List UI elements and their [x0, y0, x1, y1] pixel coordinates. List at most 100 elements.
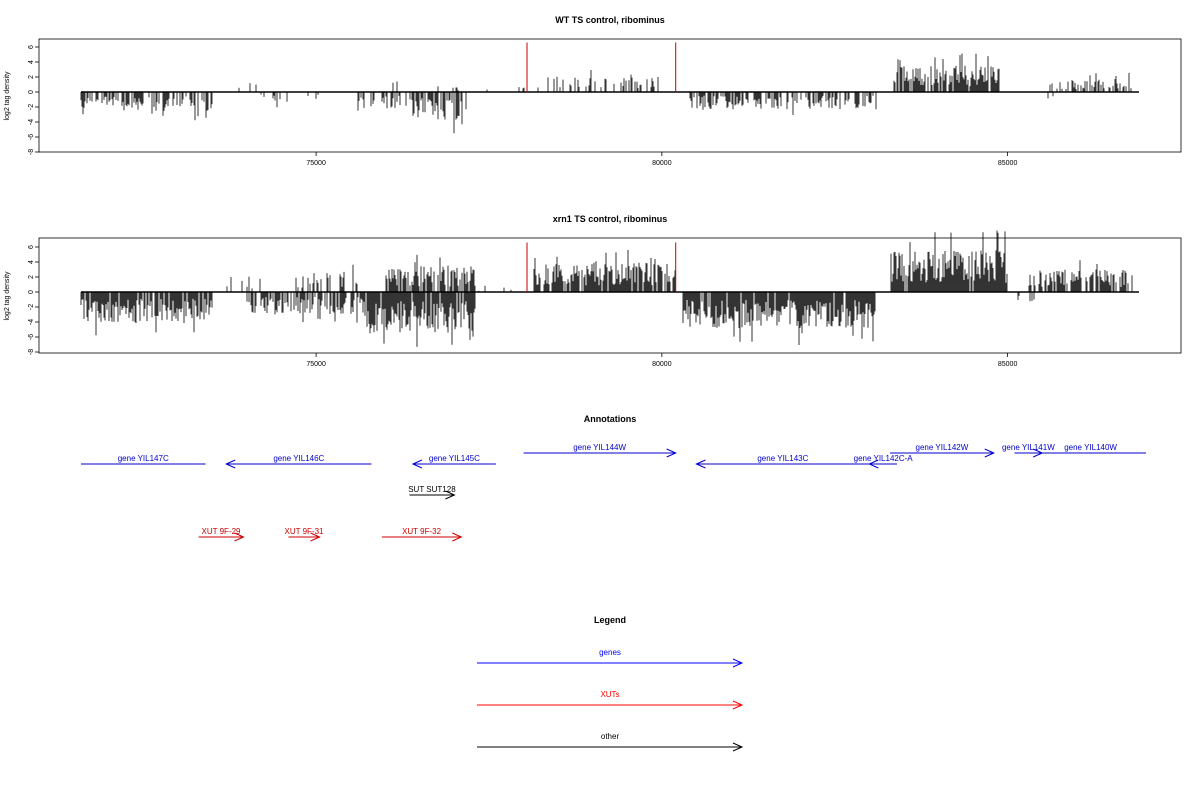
wt-density-segment	[260, 92, 288, 108]
xrn1-track-ylabel: log2 tag density	[4, 271, 11, 321]
wt-y-tick-label: 0	[28, 90, 35, 94]
legend-title: Legend	[594, 615, 626, 625]
annotation-feature: gene YIL147C	[81, 454, 206, 465]
wt-y-axis: -8 -6 -4 -2 0 2 4 6	[28, 45, 39, 155]
wt-density-bars	[80, 42, 1139, 134]
annotation-feature: gene YIL142W	[890, 443, 996, 458]
annotation-feature: gene YIL146C	[224, 454, 372, 469]
legend-arrowhead	[732, 658, 744, 668]
annotation-label: gene YIL143C	[757, 454, 808, 463]
annotation-arrowhead	[310, 532, 321, 542]
xrn1-track-panel: xrn1 TS control, ribominus log2 tag dens…	[4, 214, 1182, 368]
xrn1-density-segment	[682, 292, 876, 345]
wt-density-segment	[80, 92, 213, 121]
annotations-title: Annotations	[584, 414, 637, 424]
xrn1-y-tick-label: 0	[28, 290, 35, 294]
wt-density-segment	[1047, 92, 1054, 99]
xrn1-density-segment	[246, 292, 365, 323]
legend-items: genes XUTs other	[477, 648, 744, 752]
wt-y-tick-label: -8	[28, 149, 35, 155]
wt-density-segment	[412, 92, 467, 134]
xrn1-x-tick-label: 85000	[998, 361, 1018, 368]
xrn1-x-tick-label: 75000	[306, 361, 326, 368]
xrn1-density-bars	[80, 230, 1139, 347]
annotation-feature: gene YIL142C-A	[854, 454, 913, 469]
xrn1-y-axis: -8 -6 -4 -2 0 2 4 6	[28, 245, 39, 355]
wt-density-segment	[893, 53, 1000, 92]
legend-label: genes	[599, 648, 621, 657]
annotation-feature: XUT 9F-32	[381, 527, 463, 542]
annotation-label: gene YIL146C	[273, 454, 324, 463]
annotation-arrowhead	[984, 448, 996, 458]
xrn1-density-segment	[364, 292, 476, 347]
annotation-label: gene YIL141W	[1002, 443, 1055, 452]
xrn1-y-tick-label: 6	[28, 245, 35, 249]
wt-y-tick-label: -6	[28, 134, 35, 140]
annotation-arrowhead	[445, 490, 456, 500]
wt-density-segment	[1049, 72, 1132, 92]
wt-x-tick-label: 80000	[652, 160, 672, 167]
legend-label: XUTs	[600, 690, 619, 699]
wt-track-panel: WT TS control, ribominus log2 tag densit…	[4, 15, 1182, 167]
wt-density-segment	[689, 92, 877, 115]
annotation-label: gene YIL144W	[573, 443, 626, 452]
xrn1-y-tick-label: 2	[28, 275, 35, 279]
annotation-arrowhead	[224, 459, 236, 469]
legend-item: XUTs	[477, 690, 744, 710]
annotation-feature: XUT 9F-31	[285, 527, 324, 542]
wt-y-tick-label: 2	[28, 75, 35, 79]
annotation-label: gene YIL140W	[1064, 443, 1117, 452]
wt-y-tick-label: -2	[28, 104, 35, 110]
annotation-feature: gene YIL143C	[695, 454, 870, 469]
xrn1-density-segment	[226, 276, 261, 292]
xrn1-density-segment	[80, 292, 213, 336]
annotation-label: gene YIL147C	[118, 454, 169, 463]
annotation-label: SUT SUT128	[408, 485, 456, 494]
annotations-panel: Annotations gene YIL147C gene YIL146C gene…	[81, 414, 1146, 542]
xrn1-y-tick-label: -2	[28, 304, 35, 310]
legend-arrowhead	[732, 700, 744, 710]
xrn1-y-tick-label: -6	[28, 334, 35, 340]
xrn1-density-segment	[295, 264, 358, 292]
xrn1-x-tick-label: 80000	[652, 361, 672, 368]
annotation-arrowhead	[411, 459, 423, 469]
wt-x-tick-label: 75000	[306, 160, 326, 167]
xrn1-density-segment	[478, 285, 512, 292]
wt-y-tick-label: 6	[28, 45, 35, 49]
annotation-arrowhead	[695, 459, 706, 469]
wt-density-segment	[357, 92, 413, 111]
xrn1-y-tick-label: -4	[28, 319, 35, 325]
annotation-feature: SUT SUT128	[408, 485, 456, 500]
xrn1-density-segment	[1017, 292, 1035, 302]
wt-density-segment	[455, 87, 525, 92]
legend-label: other	[601, 732, 620, 741]
annotation-arrowhead	[452, 532, 463, 542]
wt-density-segment	[238, 83, 257, 92]
annotation-arrowhead	[234, 532, 245, 542]
wt-y-tick-label: 4	[28, 60, 35, 64]
annotation-arrowhead	[666, 448, 677, 458]
annotation-feature: XUT 9F-29	[198, 527, 245, 542]
annotation-feature: gene YIL144W	[523, 443, 677, 458]
wt-y-tick-label: -4	[28, 119, 35, 125]
wt-track-title: WT TS control, ribominus	[555, 15, 665, 25]
annotation-arrowhead	[868, 459, 879, 469]
xrn1-y-tick-label: -8	[28, 349, 35, 355]
legend-panel: Legend genes XUTs other	[477, 615, 744, 752]
wt-density-segment	[437, 86, 454, 92]
xrn1-track-title: xrn1 TS control, ribominus	[553, 214, 668, 224]
wt-density-segment	[537, 70, 659, 92]
annotation-label: gene YIL142W	[916, 443, 969, 452]
xrn1-density-segment	[385, 254, 476, 292]
wt-density-segment	[307, 92, 319, 99]
xrn1-y-tick-label: 4	[28, 260, 35, 264]
wt-track-ylabel: log2 tag density	[4, 71, 11, 121]
wt-density-segment	[392, 81, 398, 92]
annotation-label: gene YIL145C	[429, 454, 480, 463]
xrn1-plot-frame	[38, 237, 1182, 354]
xrn1-density-segment	[890, 230, 1008, 292]
annotation-feature: gene YIL141W	[1002, 443, 1055, 458]
annotation-label: XUT 9F-32	[402, 527, 442, 536]
legend-item: other	[477, 732, 744, 752]
